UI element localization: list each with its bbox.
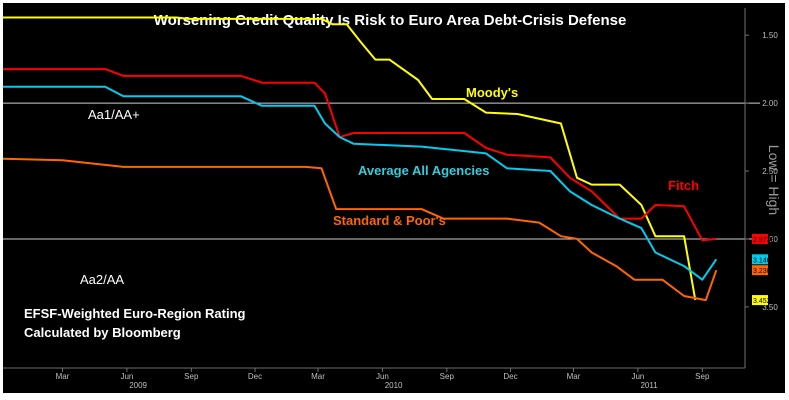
x-tick-label: Mar — [311, 372, 325, 381]
x-tick-label: Dec — [248, 372, 262, 381]
series-label-average: Average All Agencies — [358, 163, 490, 178]
series-label-fitch: Fitch — [668, 178, 699, 193]
series-label-sp: Standard & Poor's — [333, 213, 446, 228]
last-value-badge — [752, 265, 768, 276]
last-value-text: 3.452 — [753, 298, 771, 305]
subtitle-line-2: Calculated by Bloomberg — [24, 325, 181, 340]
y-tick-label: 1.50 — [762, 31, 778, 40]
series-line — [3, 16, 697, 301]
x-tick-label: Mar — [56, 372, 70, 381]
subtitle-line-1: EFSF-Weighted Euro-Region Rating — [24, 306, 246, 321]
last-value-text: 2.9739 — [753, 237, 775, 244]
x-tick-label: Jun — [120, 372, 133, 381]
series-line — [2, 157, 718, 302]
y-tick-label: 2.50 — [762, 167, 778, 176]
series-layer — [2, 16, 718, 302]
last-value-badges: 3.452 2.9739 3.1468 3.2301 — [752, 233, 775, 306]
x-tick-label: Jun — [376, 372, 389, 381]
x-tick-label: Sep — [184, 372, 199, 381]
y-tick-label: 3.50 — [762, 303, 778, 312]
x-tick-label: Sep — [440, 372, 455, 381]
y-axis-ticks: 1.50 2.00 2.50 3.00 3.50 — [745, 31, 778, 312]
x-axis-ticks: Mar Jun Sep Dec Mar Jun Sep Dec Mar Jun Sep 2009 201… — [56, 368, 710, 390]
plot-background — [3, 3, 785, 393]
y-tick-label: 2.00 — [762, 99, 778, 108]
x-year-label: 2009 — [129, 381, 147, 390]
x-tick-label: Dec — [503, 372, 517, 381]
chart-title: Worsening Credit Quality Is Risk to Euro… — [154, 12, 627, 29]
series-label-moodys: Moody's — [466, 85, 518, 100]
y-tick-label: 3.00 — [762, 235, 778, 244]
last-value-badge — [752, 295, 768, 306]
series-line — [3, 85, 718, 281]
reference-label-aa2: Aa2/AA — [80, 272, 124, 287]
last-value-badge — [752, 233, 768, 244]
series-line — [3, 68, 717, 242]
x-year-label: 2011 — [640, 381, 658, 390]
x-tick-label: Mar — [567, 372, 581, 381]
x-year-label: 2010 — [385, 381, 403, 390]
last-value-text: 3.2301 — [753, 268, 775, 275]
last-value-badge — [752, 254, 768, 265]
reference-label-aa1: Aa1/AA+ — [88, 107, 140, 122]
x-tick-label: Jun — [631, 372, 644, 381]
last-value-text: 3.1468 — [753, 257, 775, 264]
side-label: Low = High — [766, 145, 782, 215]
x-tick-label: Sep — [695, 372, 710, 381]
